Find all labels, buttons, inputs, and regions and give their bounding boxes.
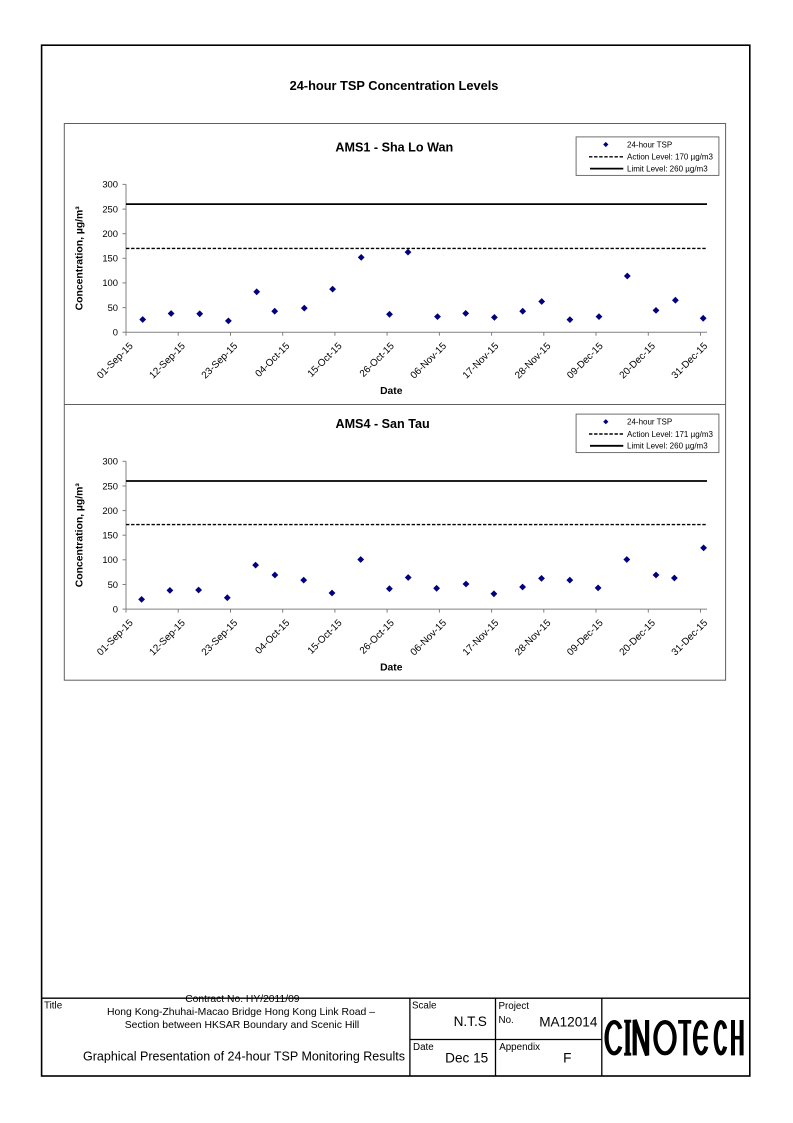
svg-text:15-Oct-15: 15-Oct-15: [306, 617, 345, 656]
svg-text:Action Level: 170 µg/m3: Action Level: 170 µg/m3: [627, 153, 714, 162]
svg-text:23-Sep-15: 23-Sep-15: [200, 340, 241, 381]
svg-text:Hong Kong-Zhuhai-Macao Bridge: Hong Kong-Zhuhai-Macao Bridge Hong Kong …: [107, 1007, 375, 1018]
svg-text:31-Dec-15: 31-Dec-15: [670, 340, 711, 381]
svg-text:06-Nov-15: 06-Nov-15: [409, 340, 450, 381]
svg-text:28-Nov-15: 28-Nov-15: [513, 340, 554, 381]
svg-text:150: 150: [102, 253, 118, 264]
svg-text:100: 100: [102, 277, 118, 288]
svg-text:Concentration, µg/m³: Concentration, µg/m³: [74, 483, 85, 588]
svg-text:12-Sep-15: 12-Sep-15: [147, 340, 188, 381]
svg-text:N.T.S: N.T.S: [454, 1014, 487, 1029]
svg-text:300: 300: [102, 179, 118, 190]
svg-text:Graphical Presentation of 24-h: Graphical Presentation of 24-hour TSP Mo…: [83, 1050, 405, 1064]
svg-text:0: 0: [113, 603, 118, 614]
svg-text:12-Sep-15: 12-Sep-15: [147, 617, 188, 658]
svg-text:17-Nov-15: 17-Nov-15: [461, 340, 502, 381]
svg-text:01-Sep-15: 01-Sep-15: [95, 340, 136, 381]
svg-text:26-Oct-15: 26-Oct-15: [358, 617, 397, 656]
svg-text:24-hour TSP: 24-hour TSP: [627, 140, 672, 149]
svg-text:Concentration, µg/m³: Concentration, µg/m³: [74, 206, 85, 311]
svg-text:17-Nov-15: 17-Nov-15: [461, 617, 502, 658]
svg-text:200: 200: [102, 505, 118, 516]
svg-text:250: 250: [102, 480, 118, 491]
svg-text:06-Nov-15: 06-Nov-15: [409, 617, 450, 658]
svg-text:24-hour TSP Concentration Leve: 24-hour TSP Concentration Levels: [290, 78, 499, 93]
svg-text:Limit Level: 260 µg/m3: Limit Level: 260 µg/m3: [627, 442, 708, 451]
svg-text:15-Oct-15: 15-Oct-15: [306, 340, 345, 379]
svg-text:150: 150: [102, 530, 118, 541]
svg-text:AMS4 - San Tau: AMS4 - San Tau: [335, 417, 429, 431]
svg-text:F: F: [563, 1051, 571, 1066]
svg-text:Action Level: 171 µg/m3: Action Level: 171 µg/m3: [627, 430, 714, 439]
svg-text:Date: Date: [380, 386, 403, 397]
svg-text:No.: No.: [499, 1015, 514, 1026]
svg-text:23-Sep-15: 23-Sep-15: [200, 617, 241, 658]
svg-text:24-hour TSP: 24-hour TSP: [627, 418, 672, 427]
svg-text:300: 300: [102, 456, 118, 467]
svg-text:28-Nov-15: 28-Nov-15: [513, 617, 554, 658]
svg-text:50: 50: [108, 302, 118, 313]
svg-text:MA12014: MA12014: [539, 1014, 598, 1029]
svg-text:Scale: Scale: [412, 1001, 437, 1012]
svg-text:04-Oct-15: 04-Oct-15: [253, 340, 292, 379]
svg-text:AMS1 - Sha Lo Wan: AMS1 - Sha Lo Wan: [335, 141, 453, 155]
svg-text:Appendix: Appendix: [499, 1042, 540, 1053]
svg-text:Section between HKSAR Boundary: Section between HKSAR Boundary and Sceni…: [125, 1020, 360, 1031]
svg-text:Date: Date: [380, 663, 403, 674]
svg-text:04-Oct-15: 04-Oct-15: [253, 617, 292, 656]
svg-text:Date: Date: [413, 1042, 434, 1053]
svg-text:250: 250: [102, 203, 118, 214]
svg-text:26-Oct-15: 26-Oct-15: [358, 340, 397, 379]
svg-text:Title: Title: [44, 1001, 63, 1012]
svg-text:Project: Project: [499, 1001, 530, 1012]
svg-text:Contract No. HY/2011/09: Contract No. HY/2011/09: [185, 994, 300, 1005]
svg-text:200: 200: [102, 228, 118, 239]
svg-text:01-Sep-15: 01-Sep-15: [95, 617, 136, 658]
svg-text:Limit Level: 260 µg/m3: Limit Level: 260 µg/m3: [627, 164, 708, 173]
svg-text:20-Dec-15: 20-Dec-15: [618, 340, 659, 381]
svg-text:09-Dec-15: 09-Dec-15: [565, 617, 606, 658]
svg-text:20-Dec-15: 20-Dec-15: [618, 617, 659, 658]
svg-text:09-Dec-15: 09-Dec-15: [565, 340, 606, 381]
svg-text:100: 100: [102, 554, 118, 565]
svg-text:0: 0: [113, 327, 118, 338]
svg-text:31-Dec-15: 31-Dec-15: [670, 617, 711, 658]
svg-text:50: 50: [108, 579, 118, 590]
svg-text:Dec 15: Dec 15: [445, 1051, 488, 1066]
